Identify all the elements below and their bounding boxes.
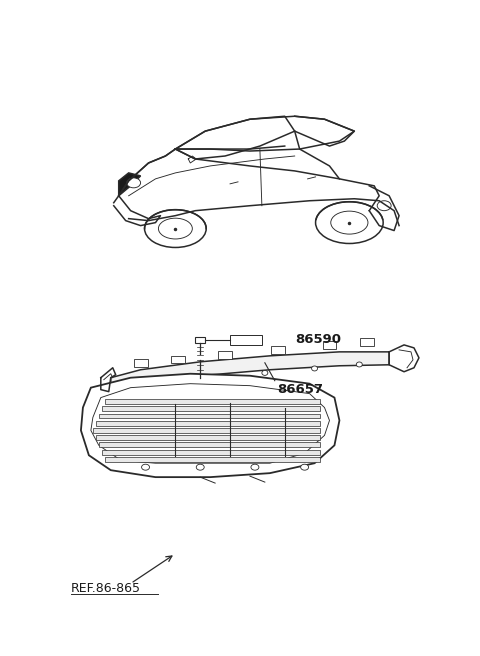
Polygon shape xyxy=(102,406,320,411)
Ellipse shape xyxy=(356,362,362,367)
Polygon shape xyxy=(99,442,320,447)
Polygon shape xyxy=(218,351,232,359)
Ellipse shape xyxy=(196,464,204,470)
Polygon shape xyxy=(323,342,336,350)
Polygon shape xyxy=(91,384,329,463)
Ellipse shape xyxy=(377,201,391,211)
Polygon shape xyxy=(360,338,374,346)
Polygon shape xyxy=(230,335,262,345)
Ellipse shape xyxy=(127,178,141,188)
Ellipse shape xyxy=(251,464,259,470)
Text: 86590: 86590 xyxy=(296,333,342,346)
Text: REF.86-865: REF.86-865 xyxy=(71,582,141,595)
Text: 86657: 86657 xyxy=(277,382,323,396)
Polygon shape xyxy=(133,359,147,367)
Polygon shape xyxy=(105,399,320,404)
Ellipse shape xyxy=(331,211,368,234)
Ellipse shape xyxy=(162,379,168,384)
Ellipse shape xyxy=(144,210,206,247)
Polygon shape xyxy=(96,420,320,426)
Polygon shape xyxy=(119,173,141,195)
Polygon shape xyxy=(271,346,285,354)
Polygon shape xyxy=(102,449,320,455)
Ellipse shape xyxy=(315,202,383,243)
Ellipse shape xyxy=(300,464,309,470)
Polygon shape xyxy=(195,337,205,343)
Polygon shape xyxy=(105,457,320,462)
Polygon shape xyxy=(96,435,320,440)
Polygon shape xyxy=(171,356,185,363)
Ellipse shape xyxy=(212,375,218,380)
Ellipse shape xyxy=(312,366,318,371)
Polygon shape xyxy=(99,413,320,419)
Ellipse shape xyxy=(262,371,268,375)
Polygon shape xyxy=(93,428,320,433)
Polygon shape xyxy=(111,352,389,390)
Ellipse shape xyxy=(142,464,150,470)
Ellipse shape xyxy=(158,218,192,239)
Polygon shape xyxy=(81,374,339,477)
